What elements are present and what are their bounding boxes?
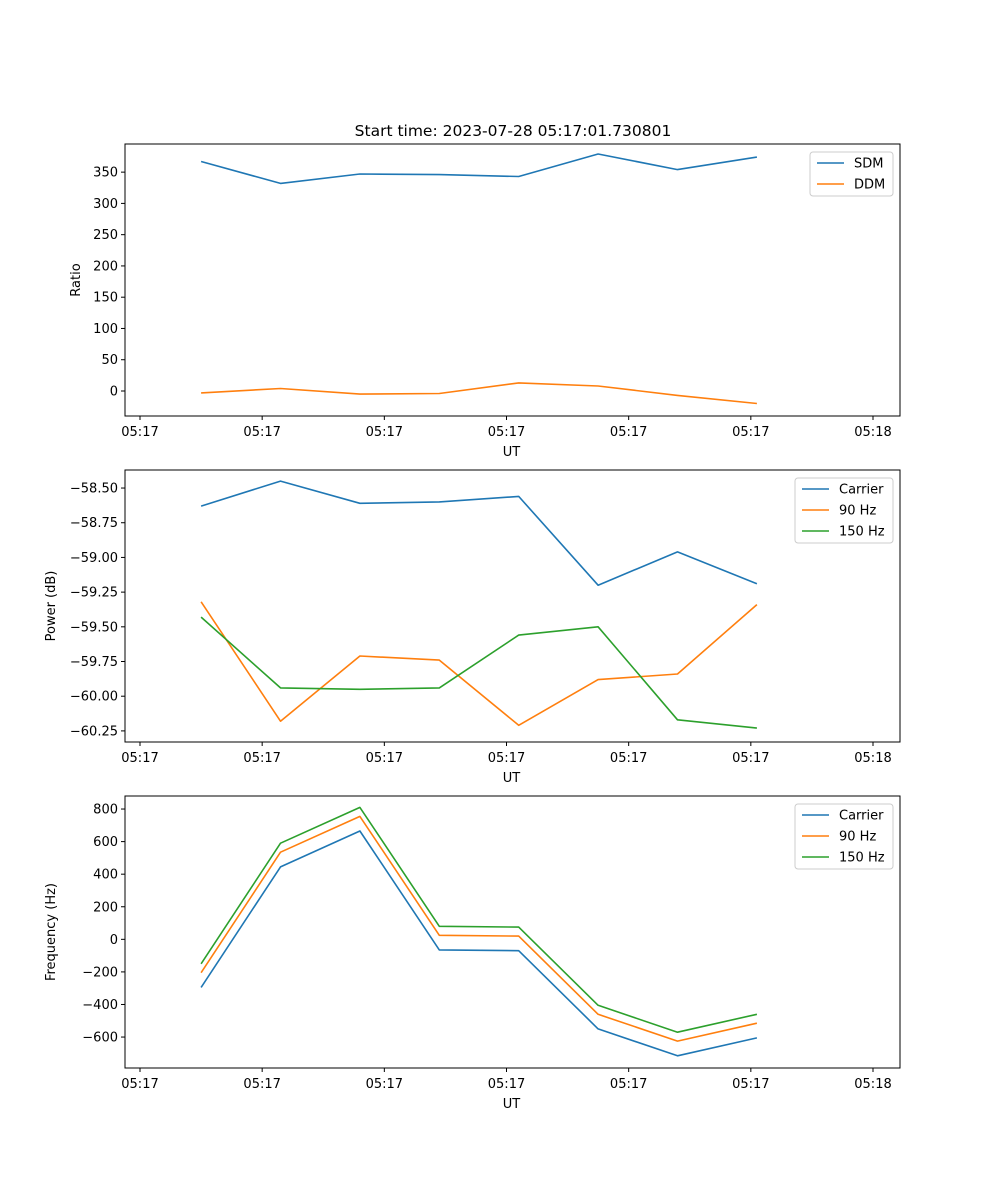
x-tick-label: 05:17 — [732, 425, 769, 440]
x-tick-label: 05:17 — [243, 425, 280, 440]
legend-label: 90 Hz — [839, 504, 876, 519]
x-tick-label: 05:17 — [488, 1077, 525, 1092]
legend-box — [794, 477, 894, 544]
y-tick-label: 150 — [93, 291, 118, 306]
y-tick-label: 200 — [93, 259, 118, 274]
y-axis-label: Ratio — [69, 263, 84, 296]
series-line-carrier — [200, 480, 758, 587]
x-tick-label: 05:17 — [488, 425, 525, 440]
x-tick-label: 05:18 — [854, 1077, 891, 1092]
legend: SDM DDM — [809, 151, 894, 197]
y-tick-label: 250 — [93, 228, 118, 243]
legend-label: 150 Hz — [839, 851, 885, 866]
x-tick-label: 05:17 — [488, 751, 525, 766]
axes-frame — [124, 143, 901, 417]
x-tick-label: 05:17 — [243, 751, 280, 766]
y-tick-label: −59.75 — [70, 655, 118, 670]
series-line-90-hz — [200, 815, 758, 1042]
legend-box — [794, 803, 894, 870]
y-tick-label: −60.00 — [70, 690, 118, 705]
legend: Carrier 90 Hz 150 Hz — [794, 477, 894, 544]
legend-label: Carrier — [839, 483, 884, 498]
legend: Carrier 90 Hz 150 Hz — [794, 803, 894, 870]
y-axis-label: Frequency (Hz) — [44, 883, 59, 981]
y-tick-label: −58.75 — [70, 516, 118, 531]
x-tick-label: 05:17 — [121, 1077, 158, 1092]
x-tick-label: 05:17 — [732, 1077, 769, 1092]
legend-label: DDM — [854, 178, 885, 193]
y-tick-label: 100 — [93, 322, 118, 337]
y-tick-label: −59.25 — [70, 586, 118, 601]
series-line-90-hz — [200, 601, 758, 727]
x-tick-label: 05:17 — [732, 751, 769, 766]
x-tick-label: 05:17 — [366, 751, 403, 766]
y-tick-label: 50 — [101, 353, 118, 368]
x-tick-label: 05:17 — [121, 425, 158, 440]
legend-label: SDM — [854, 157, 883, 172]
x-axis-label: UT — [503, 771, 521, 786]
y-tick-label: −60.25 — [70, 724, 118, 739]
x-tick-label: 05:18 — [854, 425, 891, 440]
subplot-3: −600 −400 −200 0 200 400 600 800 05:17 05:17 05:17… — [44, 795, 901, 1112]
y-tick-label: 300 — [93, 197, 118, 212]
series-line-sdm — [200, 153, 758, 185]
y-axis-label: Power (dB) — [44, 571, 59, 642]
x-tick-label: 05:17 — [121, 751, 158, 766]
subplot-2: −60.25 −60.00 −59.75 −59.50 −59.25 −59.00 −58.… — [44, 469, 901, 786]
x-axis-label: UT — [503, 1097, 521, 1112]
figure-title: Start time: 2023-07-28 05:17:01.730801 — [355, 122, 672, 140]
x-tick-label: 05:18 — [854, 751, 891, 766]
x-tick-label: 05:17 — [610, 425, 647, 440]
y-tick-label: −59.50 — [70, 620, 118, 635]
series-line-150-hz — [200, 806, 758, 1033]
y-tick-label: −58.50 — [70, 482, 118, 497]
y-tick-label: −200 — [82, 965, 118, 980]
y-tick-label: 350 — [93, 166, 118, 181]
y-tick-label: −400 — [82, 998, 118, 1013]
x-tick-label: 05:17 — [366, 1077, 403, 1092]
x-tick-label: 05:17 — [366, 425, 403, 440]
y-tick-label: 800 — [93, 803, 118, 818]
subplot-1: 0 50 100 150 200 250 300 350 05:17 05:17 05:17 05:1… — [69, 143, 901, 460]
y-tick-label: −600 — [82, 1031, 118, 1046]
y-tick-label: 400 — [93, 868, 118, 883]
y-tick-label: 200 — [93, 900, 118, 915]
series-line-carrier — [200, 830, 758, 1057]
y-tick-label: 0 — [110, 933, 118, 948]
legend-label: Carrier — [839, 809, 884, 824]
legend-label: 90 Hz — [839, 830, 876, 845]
legend-label: 150 Hz — [839, 525, 885, 540]
x-tick-label: 05:17 — [610, 1077, 647, 1092]
y-tick-label: −59.00 — [70, 551, 118, 566]
axes-frame — [124, 469, 901, 743]
series-line-150-hz — [200, 616, 757, 729]
y-tick-label: 0 — [110, 384, 118, 399]
x-tick-label: 05:17 — [243, 1077, 280, 1092]
x-axis-label: UT — [503, 445, 521, 460]
x-tick-label: 05:17 — [610, 751, 647, 766]
y-tick-label: 600 — [93, 835, 118, 850]
series-line-ddm — [201, 382, 757, 405]
axes-frame — [124, 795, 901, 1069]
